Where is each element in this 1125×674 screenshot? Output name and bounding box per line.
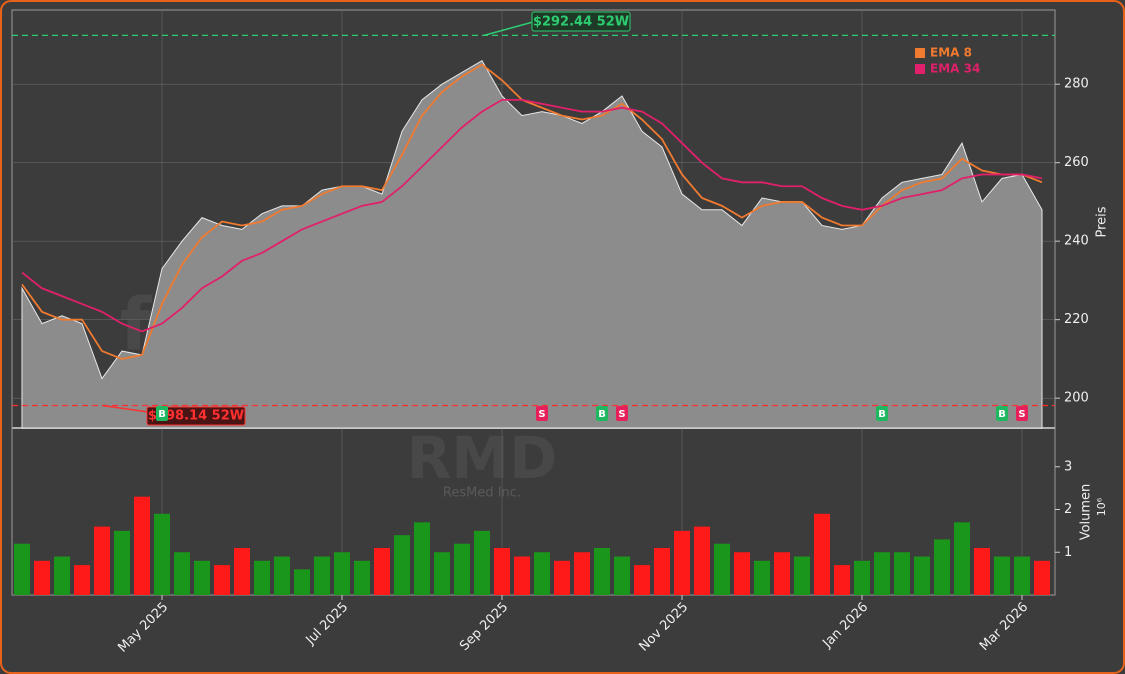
annotation-box bbox=[531, 11, 631, 32]
y-tick-label: 280 bbox=[1064, 77, 1089, 92]
volume-bar bbox=[694, 526, 710, 595]
volume-bar bbox=[614, 556, 630, 595]
ema-line bbox=[21, 98, 1043, 333]
volume-bar bbox=[374, 547, 390, 595]
volume-bar bbox=[414, 522, 430, 595]
volume-bar bbox=[74, 565, 90, 595]
volume-bar bbox=[94, 526, 110, 595]
y-tick-label: 200 bbox=[1064, 391, 1089, 406]
volume-bar bbox=[254, 560, 270, 595]
signal-marker bbox=[156, 406, 168, 421]
volume-bar bbox=[314, 556, 330, 595]
volume-bar bbox=[234, 547, 250, 595]
signal-label: S bbox=[618, 409, 625, 420]
legend-label: EMA 8 bbox=[930, 46, 972, 60]
volume-bar bbox=[214, 565, 230, 595]
volume-bar bbox=[554, 560, 570, 595]
volume-bar bbox=[474, 530, 490, 595]
volume-bar bbox=[714, 543, 730, 595]
company-watermark: ResMed Inc. bbox=[443, 486, 521, 501]
y-tick-label: 240 bbox=[1064, 234, 1089, 249]
annotation-label: $292.44 52W bbox=[533, 15, 629, 30]
signal-label: B bbox=[598, 409, 606, 420]
volume-bar bbox=[394, 535, 410, 595]
signal-marker bbox=[1016, 406, 1028, 421]
annotation-arrow bbox=[101, 404, 149, 413]
volume-bar bbox=[594, 547, 610, 595]
annotation-arrow bbox=[483, 21, 534, 37]
signal-marker bbox=[996, 406, 1008, 421]
volume-bar bbox=[334, 552, 350, 595]
volume-tick-label: 1 bbox=[1064, 545, 1072, 560]
volume-bar bbox=[354, 560, 370, 595]
volume-bar bbox=[934, 539, 950, 595]
legend-label: EMA 34 bbox=[930, 62, 980, 76]
volume-bar bbox=[774, 552, 790, 595]
volume-bar bbox=[54, 556, 70, 595]
y-axis-label: Preis bbox=[1095, 206, 1110, 237]
annotation-label: $198.14 52W bbox=[148, 409, 244, 424]
volume-bar bbox=[434, 552, 450, 595]
signal-label: S bbox=[538, 409, 545, 420]
volume-bar bbox=[794, 556, 810, 595]
volume-bar bbox=[854, 560, 870, 595]
volume-bar bbox=[494, 547, 510, 595]
volume-bar bbox=[814, 513, 830, 595]
volume-bar bbox=[514, 556, 530, 595]
volume-bar bbox=[734, 552, 750, 595]
signal-marker bbox=[876, 406, 888, 421]
signal-marker bbox=[596, 406, 608, 421]
volume-bar bbox=[654, 547, 670, 595]
signal-label: S bbox=[1018, 409, 1025, 420]
volume-bar bbox=[174, 552, 190, 595]
volume-bar bbox=[294, 569, 310, 595]
volume-bar bbox=[194, 560, 210, 595]
volume-bar bbox=[14, 543, 30, 595]
legend-swatch bbox=[915, 48, 925, 58]
volume-bar bbox=[1034, 560, 1050, 595]
volume-bar bbox=[154, 513, 170, 595]
volume-axis-label: Volumen bbox=[1079, 484, 1094, 541]
volume-bar bbox=[34, 560, 50, 595]
volume-bar bbox=[834, 565, 850, 595]
annotation-box bbox=[146, 406, 246, 426]
volume-bar bbox=[994, 556, 1010, 595]
ema-line bbox=[21, 63, 1043, 360]
volume-bar bbox=[954, 522, 970, 595]
signal-marker bbox=[616, 406, 628, 421]
signal-label: B bbox=[998, 409, 1006, 420]
legend-swatch bbox=[915, 64, 925, 74]
volume-bar bbox=[1014, 556, 1030, 595]
volume-tick-label: 2 bbox=[1064, 502, 1072, 517]
volume-bar bbox=[454, 543, 470, 595]
volume-bar bbox=[974, 547, 990, 595]
signal-label: B bbox=[878, 409, 886, 420]
symbol-watermark: RMD bbox=[407, 424, 558, 492]
volume-bar bbox=[114, 530, 130, 595]
volume-bar bbox=[894, 552, 910, 595]
volume-tick-label: 3 bbox=[1064, 459, 1072, 474]
volume-bar bbox=[634, 565, 650, 595]
volume-scale-label: 10⁶ bbox=[1095, 497, 1108, 516]
volume-bar bbox=[914, 556, 930, 595]
volume-bar bbox=[754, 560, 770, 595]
signal-label: B bbox=[158, 409, 166, 420]
volume-bar bbox=[534, 552, 550, 595]
signal-marker bbox=[536, 406, 548, 421]
y-tick-label: 260 bbox=[1064, 155, 1089, 170]
volume-bar bbox=[134, 496, 150, 595]
volume-bar bbox=[274, 556, 290, 595]
volume-bar bbox=[874, 552, 890, 595]
volume-bar bbox=[674, 530, 690, 595]
y-tick-label: 220 bbox=[1064, 312, 1089, 327]
volume-bar bbox=[574, 552, 590, 595]
plot-border bbox=[11, 9, 1056, 596]
